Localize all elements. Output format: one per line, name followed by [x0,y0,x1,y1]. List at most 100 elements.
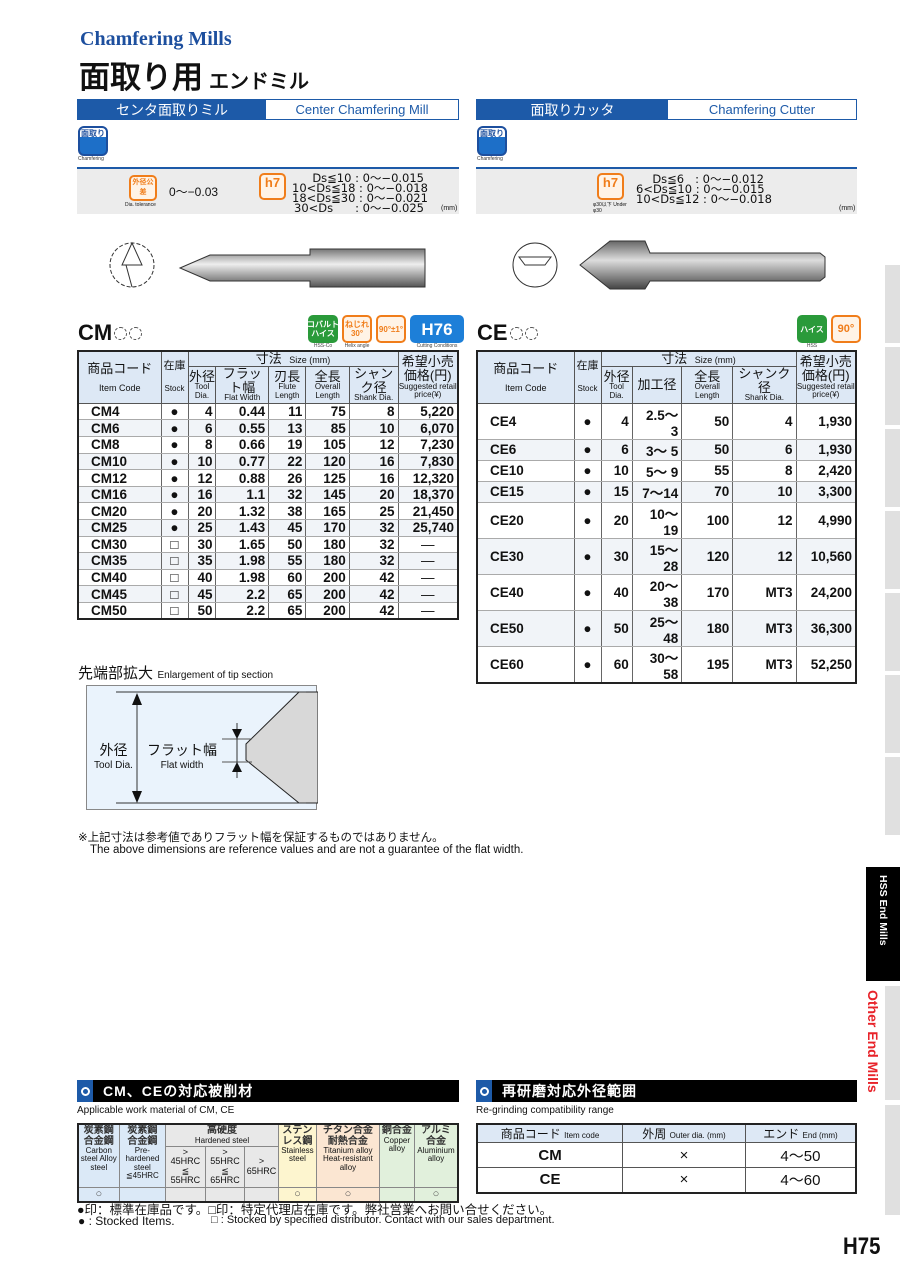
side-tab-hss-end-mills[interactable]: HSS End Mills [866,867,900,981]
table-cell: 1.98 [215,569,270,587]
material-compatibility-mark: ○ [277,1186,318,1203]
table-cell: 10 [600,460,633,482]
title-en: Chamfering Mills [80,28,232,50]
table-cell: 4 [600,403,633,440]
material-hardness: > 45HRC ≦ 55HRC [165,1145,206,1188]
legend-stock-en: ● : Stocked Items. [78,1214,175,1228]
ce-product-table: 商品コード Item Code 在庫 Stock 寸法 Size (mm) 希望小売… [476,350,857,684]
col-size-sub: 全長 Overall Length [305,366,350,404]
side-tab[interactable] [885,757,900,835]
chamfering-caption: Chamfering [477,156,503,162]
table-row: CE40 ● 40 20〜38 170 MT3 24,200 [476,574,857,611]
ce-series-label: CE [477,320,538,346]
table-cell: 60 [600,646,633,684]
table-cell: 16 [348,469,399,487]
table-cell: 50 [681,439,734,461]
table-cell: 20〜38 [631,574,683,611]
material-header: アルミ 合金 Aluminium alloy [413,1123,459,1188]
chamfering-icon: 面取り [477,126,507,156]
table-cell: 4〜50 [744,1142,857,1168]
table-cell: 16 [187,486,217,504]
table-row: CM4 ● 4 0.44 11 75 8 5,220 [77,403,459,421]
table-cell: 65 [268,585,307,603]
side-tab[interactable] [885,347,900,425]
stock-mark: ● [573,610,602,647]
side-tab[interactable] [885,511,900,589]
tip-title: 先端部拡大 Enlargement of tip section [78,662,273,683]
cutting-conditions-label: H76 [410,315,464,343]
table-cell: 4〜60 [744,1167,857,1193]
item-code: CM20 [77,502,162,520]
tip-title-en: Enlargement of tip section [157,670,274,681]
stock-mark: □ [160,552,189,570]
stock-mark: ● [160,486,189,504]
table-cell: 180 [305,552,350,570]
series-code: CE [477,320,508,345]
stock-mark: ● [160,453,189,471]
helix-angle-label: ねじれ30° [342,315,372,343]
table-cell: 50 [600,610,633,647]
table-cell: 40 [187,569,217,587]
col-size-sub: シャンク径 Shank Dia. [732,366,797,404]
stock-mark: ● [160,469,189,487]
side-tab[interactable] [885,1105,900,1215]
table-cell: 10 [187,453,217,471]
col-size-sub: シャンク径 Shank Dia. [348,366,399,404]
materials-section-header: CM、CEの対応被削材 [77,1080,459,1102]
side-tab[interactable] [885,265,900,343]
regrind-section-header: 再研磨対応外径範囲 [476,1080,857,1102]
side-tab[interactable] [885,429,900,507]
side-tab[interactable] [885,986,900,1100]
stock-mark: ● [573,481,602,503]
table-cell: 52,250 [795,646,857,684]
side-tab-other-end-mills[interactable]: Other End Mills [865,990,881,1093]
table-cell: 200 [305,569,350,587]
table-cell: 70 [681,481,734,503]
table-cell: 11 [268,403,307,421]
side-tab[interactable] [885,593,900,671]
note-en: The above dimensions are reference value… [90,844,524,856]
section-header-chamfering-cutter: 面取りカッタ Chamfering Cutter [476,99,857,120]
bullet-icon [77,1080,93,1102]
table-cell: 4 [187,403,217,421]
table-cell: 3〜 5 [631,439,683,461]
item-code: CE10 [476,460,575,482]
table-cell: 32 [348,519,399,537]
material-header: 炭素鋼 合金鋼 Pre-hardened steel ≦45HRC [118,1123,167,1188]
material-hardness: > 55HRC ≦ 65HRC [204,1145,246,1188]
helix-angle-caption: Helix angle [344,343,370,349]
table-cell: 13 [268,419,307,438]
chamfering-badge: 面取り Chamfering [78,126,108,162]
table-cell: 170 [305,519,350,537]
stock-mark: □ [160,536,189,554]
table-row: CM30 □ 30 1.65 50 180 32— [77,536,459,554]
table-cell: 7,230 [397,436,459,454]
angle-90-label: 90° [831,315,861,343]
hss-co-caption: HSS-Co [313,343,333,349]
col-size-sub: 外径 Tool Dia. [187,366,217,404]
dia-tolerance-icon: 外径公差 [129,175,157,201]
table-cell: MT3 [732,610,797,647]
table-cell: 0.88 [215,469,270,487]
ce-spec-icons: ハイス HSS 90° [797,315,861,349]
table-cell: 12 [732,538,797,575]
blank-circle-icon [129,327,143,340]
col-size: 寸法 Size (mm) [187,350,399,368]
table-cell: 22 [268,453,307,471]
item-code: CE60 [476,646,575,684]
angle-90-icon: 90° [831,315,861,349]
chamfering-icon: 面取り [78,126,108,156]
col-size-sub: 全長 Overall Length [681,366,734,404]
item-code: CM40 [77,569,162,587]
section-title-en: Chamfering Cutter [668,100,856,119]
side-tab[interactable] [885,675,900,753]
ce-tool-drawing [512,240,826,290]
hss-label: ハイス [797,315,827,343]
blank-circle-icon [114,327,128,340]
table-cell: 38 [268,502,307,520]
materials-title: CM、CEの対応被削材 [103,1083,254,1099]
h7-icon: h7 [259,173,286,200]
table-cell: 145 [305,486,350,504]
table-row: CM8 ● 8 0.66 19 105 12 7,230 [77,436,459,454]
h7-tolerance-lines: Ds≦6 : 0〜−0.012 6<Ds≦10 : 0〜−0.015 10<Ds… [636,172,772,206]
